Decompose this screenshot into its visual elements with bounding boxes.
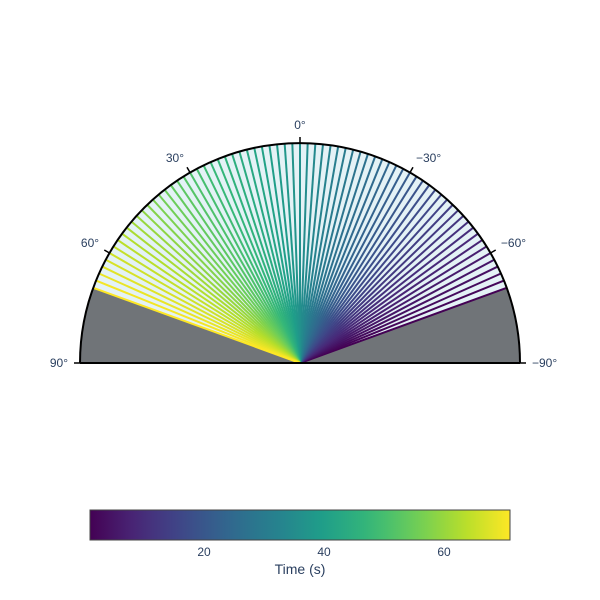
colorbar-tick-label: 20 — [197, 545, 211, 559]
data-line-55 — [157, 193, 301, 364]
angular-tick-label: 30° — [166, 151, 184, 165]
data-line-62 — [121, 232, 301, 364]
colorbar-tick-label: 40 — [317, 545, 331, 559]
masked-region-0 — [80, 287, 300, 363]
data-line-17 — [299, 184, 431, 364]
data-line-59 — [135, 215, 301, 364]
data-line-68 — [98, 272, 301, 364]
data-line-8 — [299, 232, 479, 364]
data-line-9 — [299, 226, 474, 364]
colorbar-tick-label: 60 — [437, 545, 451, 559]
data-line-40 — [260, 146, 301, 364]
data-line-28 — [299, 149, 355, 364]
data-line-4 — [299, 258, 495, 364]
angular-tick-label: 90° — [50, 356, 68, 370]
data-line-14 — [299, 198, 448, 364]
data-line-24 — [299, 158, 384, 364]
colorbar-title: Time (s) — [275, 561, 326, 577]
data-line-0 — [299, 286, 508, 364]
colorbar: 20 40 60 Time (s) — [89, 509, 511, 577]
angular-tick-label: −60° — [501, 236, 526, 250]
data-line-31 — [299, 145, 332, 364]
angular-tick-mark — [409, 166, 414, 173]
data-line-13 — [299, 204, 454, 364]
data-line-41 — [253, 147, 301, 364]
data-line-18 — [299, 180, 424, 364]
data-line-16 — [299, 189, 437, 364]
data-line-51 — [182, 175, 301, 364]
angular-tick-label: −30° — [416, 151, 441, 165]
data-line-23 — [299, 161, 391, 364]
data-line-6 — [299, 245, 488, 364]
data-line-19 — [299, 175, 418, 364]
colorbar-gradient — [89, 509, 511, 541]
data-line-58 — [141, 209, 301, 364]
data-line-5 — [299, 252, 492, 364]
data-line-15 — [299, 193, 443, 364]
data-line-56 — [152, 198, 301, 364]
data-line-46 — [216, 158, 301, 364]
data-line-27 — [299, 151, 362, 364]
angular-tick-group: 90° 60° 30° 0° −30° −60° −90° — [50, 118, 558, 370]
data-line-37 — [283, 143, 301, 364]
data-line-2 — [299, 272, 502, 364]
data-line-43 — [238, 151, 301, 364]
data-line-69 — [95, 279, 301, 364]
data-line-32 — [299, 144, 324, 364]
data-line-54 — [163, 189, 301, 364]
data-line-50 — [189, 171, 301, 364]
data-line-63 — [117, 239, 301, 364]
angular-tick-label: 0° — [294, 118, 306, 132]
data-line-12 — [299, 209, 459, 364]
data-line-44 — [231, 153, 301, 364]
data-line-3 — [299, 265, 499, 364]
data-line-1 — [299, 279, 505, 364]
angular-tick-mark — [186, 166, 191, 173]
data-line-10 — [299, 220, 470, 364]
data-line-22 — [299, 164, 398, 364]
angular-tick-label: −90° — [532, 356, 557, 370]
data-line-61 — [126, 226, 301, 364]
data-line-26 — [299, 153, 369, 364]
data-line-52 — [176, 180, 301, 364]
data-line-42 — [245, 149, 301, 364]
data-line-45 — [223, 155, 301, 364]
data-line-11 — [299, 215, 465, 364]
data-line-47 — [209, 161, 301, 364]
data-line-49 — [195, 168, 301, 364]
data-line-65 — [108, 252, 301, 364]
data-line-60 — [130, 220, 301, 364]
angular-tick-mark — [490, 249, 497, 254]
data-line-70 — [92, 286, 301, 364]
data-line-group — [92, 143, 508, 364]
data-line-66 — [105, 258, 301, 364]
data-line-7 — [299, 239, 483, 364]
data-line-57 — [146, 204, 301, 364]
data-line-64 — [112, 245, 301, 364]
data-line-33 — [299, 143, 317, 364]
data-line-30 — [299, 146, 340, 364]
data-line-21 — [299, 168, 405, 364]
data-line-34 — [299, 143, 309, 364]
data-line-20 — [299, 171, 411, 364]
data-line-48 — [202, 164, 301, 364]
data-line-25 — [299, 155, 377, 364]
angular-tick-label: 60° — [81, 236, 99, 250]
data-line-38 — [276, 144, 301, 364]
data-line-29 — [299, 147, 347, 364]
data-line-67 — [101, 265, 301, 364]
angular-tick-mark — [103, 249, 110, 254]
data-line-39 — [268, 145, 301, 364]
data-line-36 — [291, 143, 301, 364]
data-line-53 — [169, 184, 301, 364]
masked-region-1 — [300, 287, 520, 363]
